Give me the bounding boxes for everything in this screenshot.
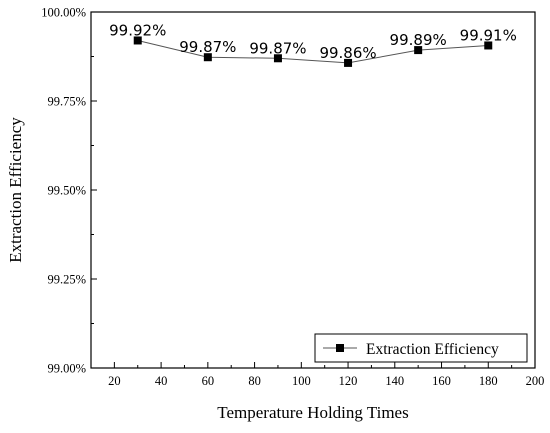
data-point-marker — [273, 54, 282, 63]
series-line — [137, 40, 489, 64]
y-tick-label: 100.00% — [41, 6, 86, 20]
data-label: 99.89% — [390, 31, 447, 49]
x-tick-label: 40 — [155, 374, 168, 388]
x-tick-label: 100 — [292, 374, 311, 388]
data-label: 99.92% — [109, 21, 166, 39]
legend-label: Extraction Efficiency — [366, 341, 499, 358]
legend-marker — [336, 344, 344, 352]
x-axis-title: Temperature Holding Times — [217, 403, 408, 422]
series-layer — [133, 36, 493, 67]
legend: Extraction Efficiency — [314, 333, 528, 363]
y-axis-title: Extraction Efficiency — [6, 117, 25, 263]
data-label: 99.87% — [179, 38, 236, 56]
x-tick-label: 60 — [202, 374, 215, 388]
x-tick-label: 140 — [385, 374, 404, 388]
data-label: 99.91% — [460, 26, 517, 44]
data-point-marker — [344, 58, 353, 67]
y-axis: 99.00% 99.25% 99.50% 99.75% 100.00% — [41, 6, 97, 376]
plot-frame — [90, 11, 536, 369]
x-tick-label: 180 — [479, 374, 498, 388]
x-tick-label: 200 — [526, 374, 545, 388]
x-tick-label: 160 — [432, 374, 451, 388]
y-tick-label: 99.25% — [47, 273, 86, 287]
data-label: 99.86% — [319, 44, 376, 62]
data-point-marker — [133, 36, 142, 45]
x-tick-label: 80 — [248, 374, 261, 388]
y-tick-label: 99.50% — [47, 184, 86, 198]
x-tick-label: 120 — [339, 374, 358, 388]
data-label: 99.87% — [249, 39, 306, 57]
x-axis: 20 40 60 80 100 120 140 160 180 200 — [90, 362, 545, 388]
y-tick-label: 99.75% — [47, 95, 86, 109]
x-tick-label: 20 — [108, 374, 121, 388]
data-point-marker — [484, 41, 493, 50]
y-tick-label: 99.00% — [47, 362, 86, 376]
data-point-marker — [414, 46, 423, 55]
data-point-marker — [203, 53, 212, 62]
data-labels: 99.92% 99.87% 99.87% 99.86% 99.89% 99.91% — [109, 21, 517, 61]
